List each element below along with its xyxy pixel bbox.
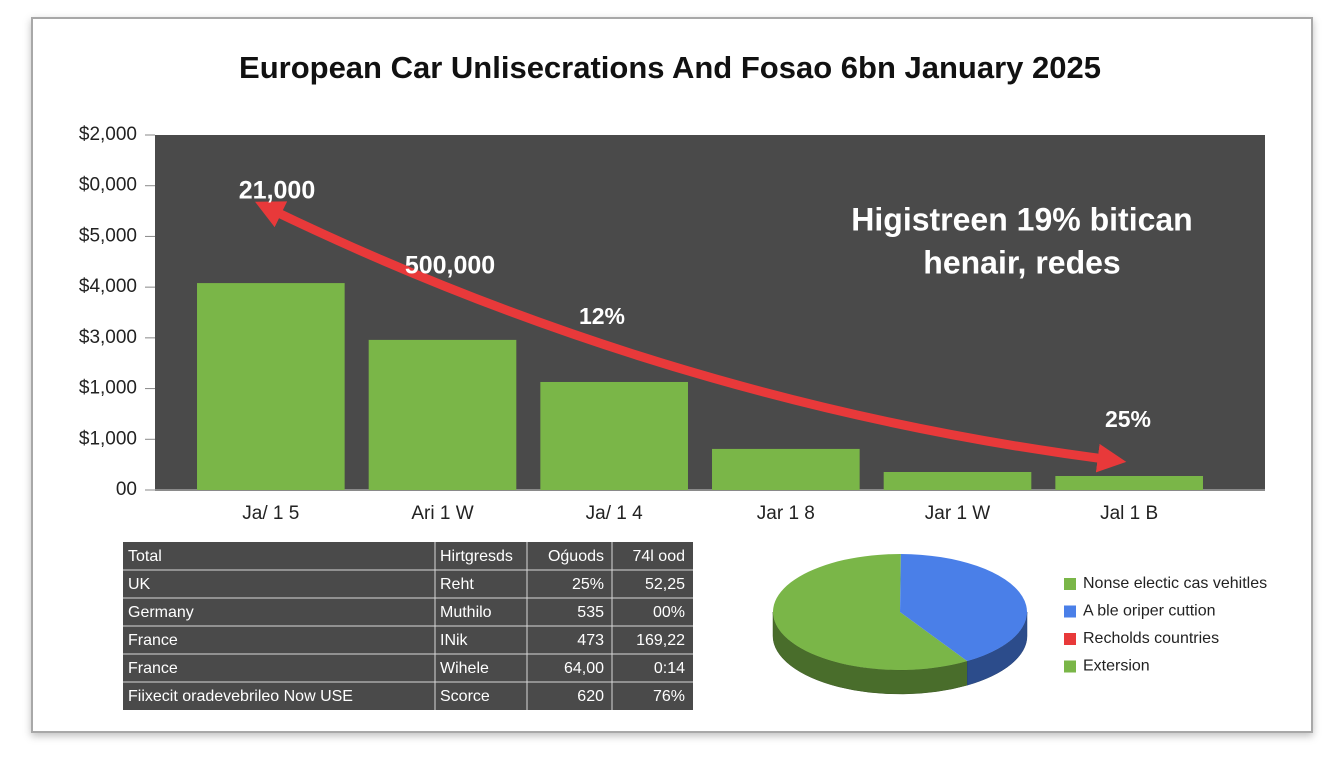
legend-swatch (1064, 660, 1076, 673)
annotation: henair, redes (923, 244, 1120, 280)
legend-swatch (1064, 605, 1076, 618)
table-cell: Germany (128, 604, 194, 621)
annotation: 500,000 (405, 252, 495, 280)
table-cell: 74l ood (633, 548, 686, 565)
table-cell: INik (440, 632, 469, 649)
annotation: Higistreen 19% bitican (851, 201, 1192, 237)
bar (540, 381, 688, 490)
y-tick-label: $0,000 (79, 175, 137, 196)
table-cell: UK (128, 576, 151, 593)
y-tick-label: $3,000 (79, 327, 137, 348)
x-tick-label: Ari 1 W (411, 503, 473, 524)
legend-label: Nonse electic cas vehitles (1083, 575, 1267, 592)
bar (368, 339, 517, 490)
x-tick-label: Ja/ 1 5 (242, 503, 299, 524)
y-tick-label: $1,000 (79, 378, 137, 399)
table-cell: Fiixecit oradevebrileo Now USE (128, 688, 353, 705)
table-cell: 169,22 (636, 632, 685, 649)
x-tick-label: Jal 1 B (1100, 503, 1158, 524)
pie-slice (900, 554, 1027, 662)
table-cell: 64,00 (564, 660, 604, 677)
table-cell: 00% (653, 604, 685, 621)
legend-swatch (1064, 633, 1076, 645)
legend-label: A ble oriper cuttion (1083, 603, 1216, 620)
y-tick-label: $1,000 (79, 428, 137, 449)
table-cell: 535 (577, 604, 604, 621)
table-cell: Wihele (440, 660, 489, 677)
table-cell: 52,25 (645, 576, 685, 593)
bar (883, 471, 1032, 490)
chart-title: European Car Unlisecrations And Fosao 6b… (239, 50, 1101, 85)
table-cell: 0:14 (654, 660, 685, 677)
x-tick-label: Ja/ 1 4 (586, 503, 643, 524)
x-tick-label: Jar 1 8 (757, 503, 815, 524)
table-cell: Reht (440, 576, 474, 593)
table-cell: 76% (653, 688, 685, 705)
annotation: 21,000 (239, 177, 315, 205)
table-cell: Scorce (440, 688, 490, 705)
y-tick-label: $4,000 (79, 276, 137, 297)
table-cell: Total (128, 548, 162, 565)
legend-label: Recholds countries (1083, 630, 1219, 647)
table-cell: Oǵuods (548, 548, 604, 565)
legend-swatch (1064, 578, 1076, 590)
table-cell: Muthilo (440, 604, 492, 621)
annotation: 25% (1105, 406, 1151, 432)
table-cell: France (128, 632, 178, 649)
bar (1055, 476, 1203, 490)
pie-slice (772, 554, 968, 670)
table-cell: 25% (572, 576, 604, 593)
x-tick-label: Jar 1 W (925, 503, 991, 524)
table-cell: 620 (577, 688, 604, 705)
bar (712, 448, 860, 490)
y-tick-label: $2,000 (79, 124, 137, 145)
legend-label: Extersion (1083, 658, 1150, 675)
table-cell: France (128, 660, 178, 677)
y-tick-label: 00 (116, 479, 137, 500)
bar (197, 283, 345, 490)
table-cell: 473 (577, 632, 604, 649)
table-cell: Hirtgresds (440, 548, 513, 565)
annotation: 12% (579, 303, 625, 329)
trend-arrow (255, 201, 1127, 473)
y-tick-label: $5,000 (79, 225, 137, 246)
